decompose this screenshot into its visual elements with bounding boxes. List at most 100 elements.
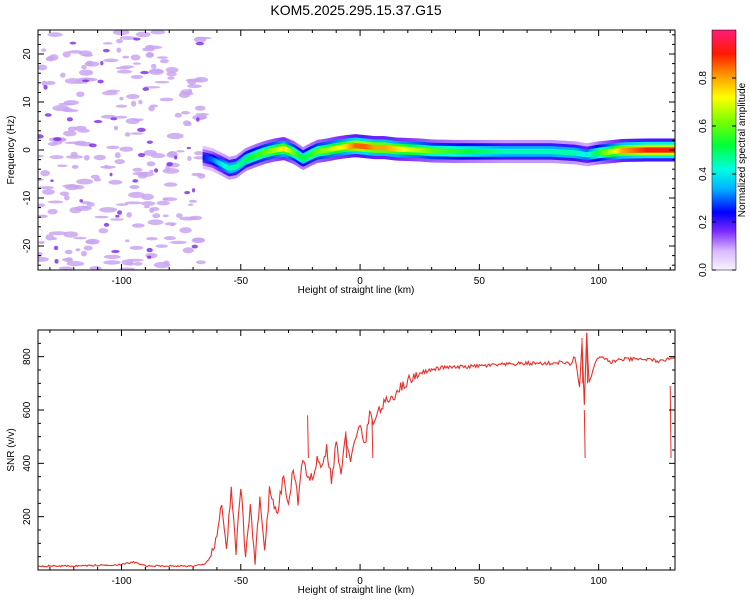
trace-cell (493, 148, 496, 155)
trace-cell (519, 148, 522, 155)
trace-cell (516, 148, 518, 155)
trace-cell (236, 163, 238, 169)
trace-cell (228, 165, 231, 171)
trace-cell (312, 150, 314, 157)
noise-blob (38, 203, 45, 208)
trace-cell (249, 155, 251, 161)
trace-cell (232, 164, 235, 171)
signal-trace (202, 134, 675, 180)
trace-cell (641, 147, 644, 153)
colorbar-label: Normalized spectral amplitude (737, 82, 748, 217)
trace-cell (362, 143, 365, 150)
trace-cell (586, 152, 589, 158)
noise-blob (59, 191, 70, 196)
trace-cell (294, 150, 297, 157)
trace-cell (214, 158, 217, 164)
noise-blob (109, 218, 125, 221)
noise-blob-strong (174, 155, 178, 160)
trace-cell (642, 147, 645, 153)
trace-cell (385, 145, 387, 151)
trace-cell (290, 149, 293, 155)
trace-cell (525, 148, 528, 155)
noise-blob (149, 207, 155, 214)
noise-blob (60, 72, 66, 78)
noise-blob (125, 239, 130, 243)
trace-cell (344, 144, 347, 150)
trace-cell (237, 162, 239, 169)
snr-y-label: SNR (v/v) (6, 428, 17, 471)
trace-cell (208, 156, 211, 162)
noise-blob (76, 91, 85, 98)
trace-cell (475, 148, 478, 155)
trace-cell (451, 148, 454, 155)
trace-cell (410, 147, 412, 153)
snr-series-line (38, 333, 675, 568)
trace-cell (308, 152, 311, 158)
trace-cell (448, 148, 450, 154)
trace-cell (543, 148, 546, 155)
noise-blob-strong (133, 37, 141, 41)
snr-spike (669, 385, 672, 459)
trace-cell (482, 148, 485, 155)
trace-cell (459, 148, 461, 155)
noise-blob-strong (191, 244, 198, 249)
noise-blob-strong (109, 172, 113, 177)
noise-blob (141, 201, 156, 206)
trace-cell (401, 146, 404, 152)
trace-cell (635, 147, 638, 153)
trace-cell (215, 159, 218, 165)
trace-cell (246, 156, 249, 162)
trace-cell (252, 153, 255, 160)
trace-cell (231, 165, 233, 171)
noise-blob (115, 104, 128, 108)
noise-blob (42, 188, 55, 195)
trace-cell (664, 147, 666, 153)
trace-cell (536, 148, 539, 155)
trace-cell (629, 147, 632, 153)
trace-cell (413, 147, 416, 153)
noise-blob (176, 150, 185, 153)
noise-blob (116, 69, 133, 74)
trace-cell (634, 147, 637, 153)
trace-cell (330, 146, 332, 152)
noise-blob (38, 186, 55, 190)
trace-cell (434, 148, 436, 154)
noise-blob (150, 104, 158, 108)
colorbar-tick-label: 0.6 (698, 119, 709, 133)
noise-blob (63, 231, 79, 238)
noise-blob (153, 261, 171, 269)
noise-blob (166, 132, 184, 140)
noise-blob-strong (184, 190, 191, 195)
trace-cell (510, 148, 512, 155)
noise-blob (188, 199, 198, 203)
noise-blob (145, 237, 158, 241)
trace-cell (584, 151, 586, 158)
noise-blob (133, 261, 143, 266)
trace-cell (529, 148, 532, 155)
noise-blob (80, 250, 87, 257)
snr-spike (307, 415, 309, 459)
trace-cell (418, 147, 421, 153)
noise-blob (61, 257, 73, 262)
trace-cell (481, 148, 484, 155)
noise-blob (150, 153, 166, 159)
trace-cell (578, 150, 580, 157)
trace-cell (593, 150, 596, 157)
noise-blob (174, 112, 182, 118)
trace-cell (343, 144, 345, 150)
figure-title: KOM5.2025.295.15.37.G15 (270, 2, 441, 18)
trace-cell (621, 147, 623, 154)
trace-cell (338, 144, 341, 151)
noise-blob (191, 237, 205, 244)
trace-cell (317, 148, 319, 154)
trace-cell (416, 147, 418, 153)
trace-cell (417, 147, 419, 153)
noise-blob (156, 200, 170, 206)
noise-blob-strong (146, 247, 153, 253)
spectrogram-x-ticks: -100 -50 0 50 100 (49, 30, 671, 287)
trace-cell (392, 146, 394, 152)
noise-blob (86, 238, 100, 245)
trace-cell (492, 148, 495, 155)
noise-blob-strong (196, 117, 200, 122)
